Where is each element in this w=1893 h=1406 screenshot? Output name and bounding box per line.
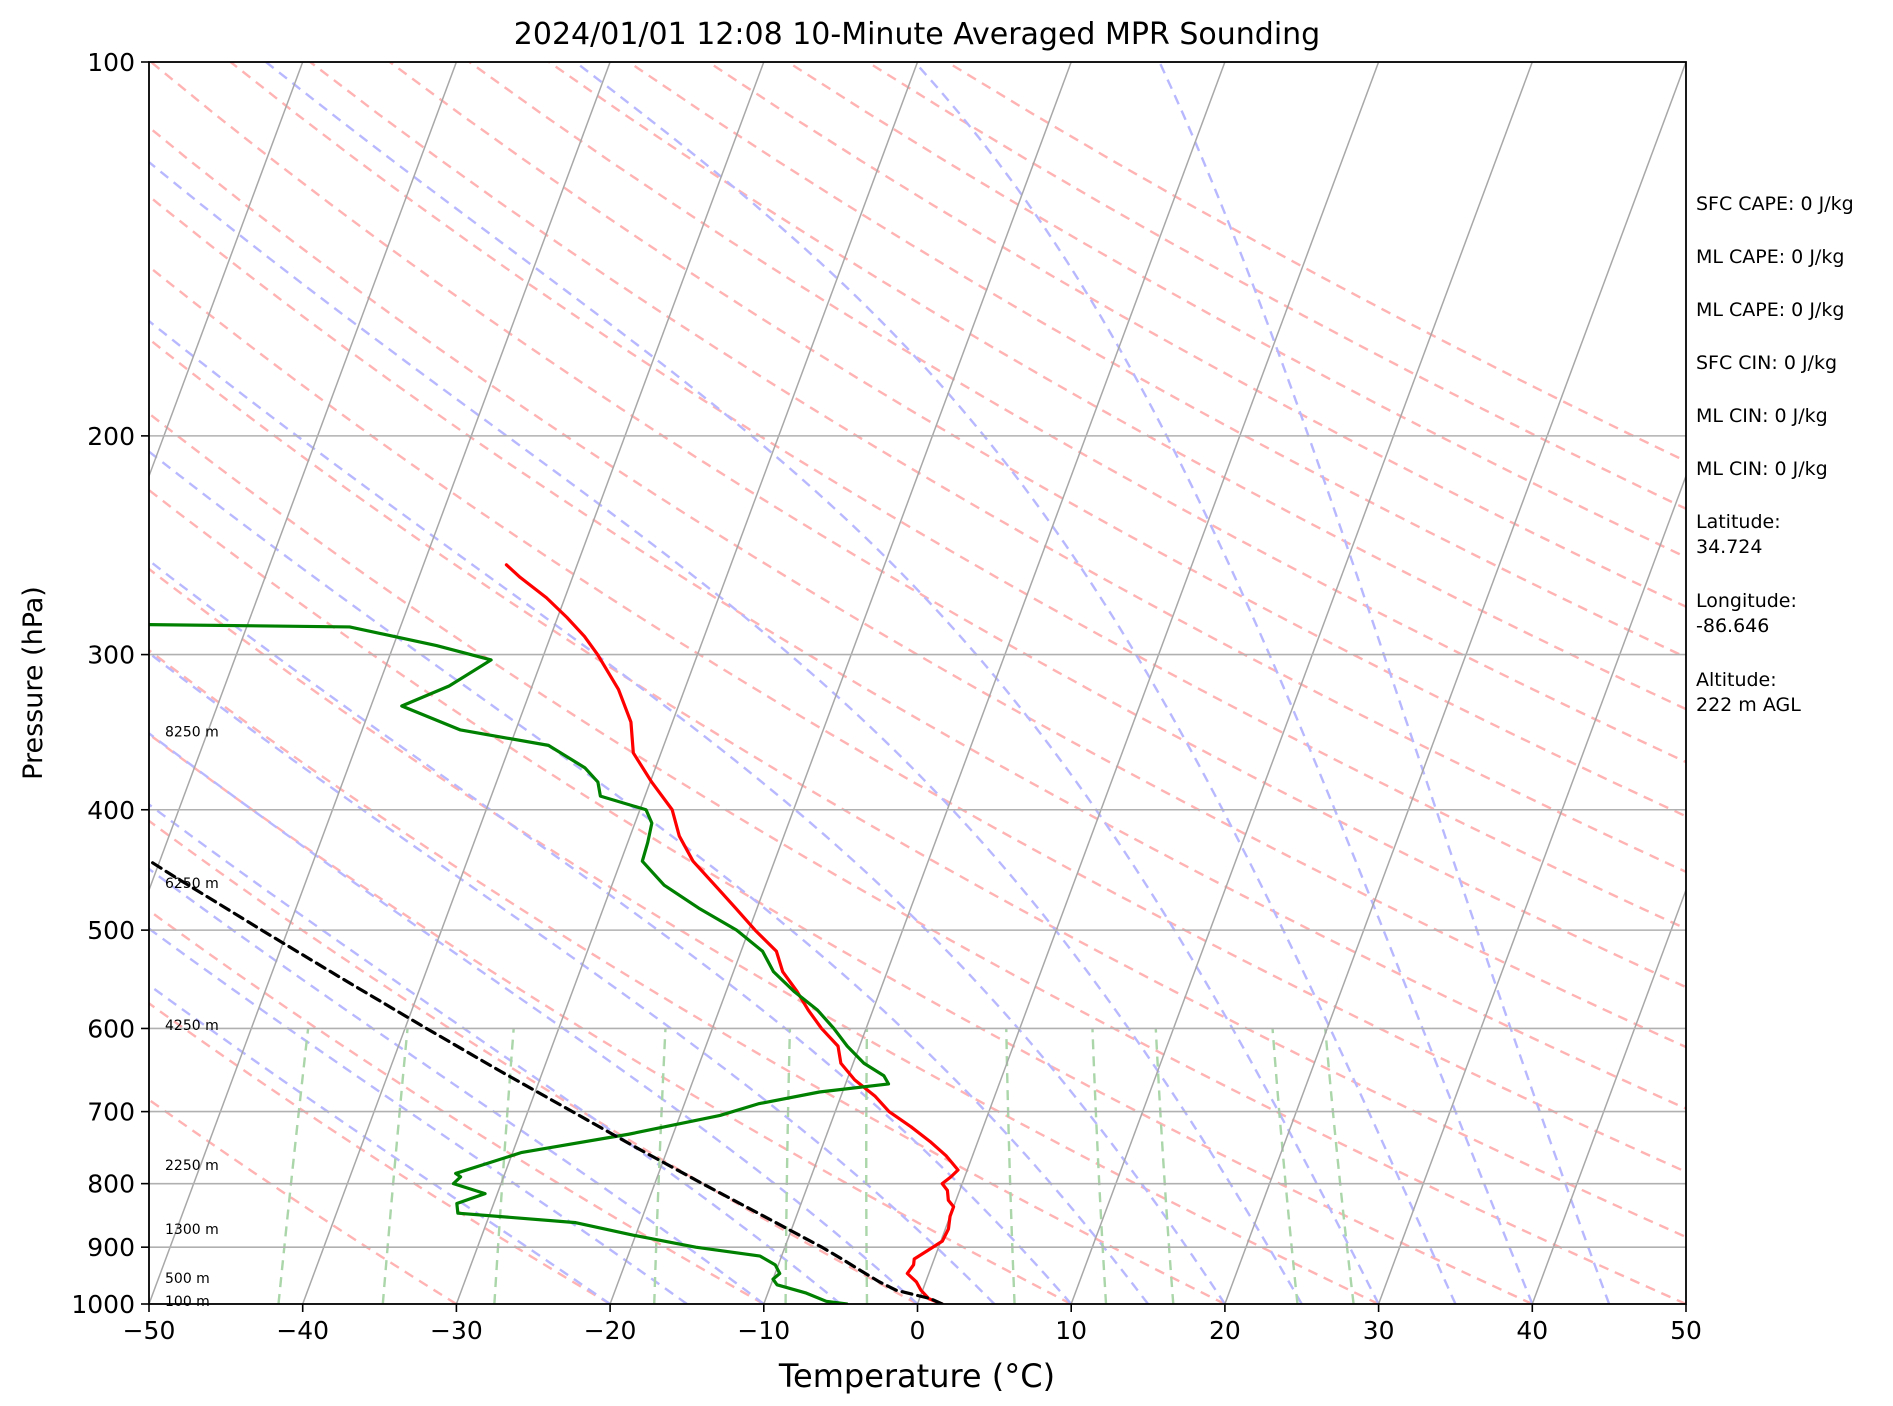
- parameter-text: SFC CIN: 0 J/kg: [1696, 352, 1837, 374]
- y-tick-label: 1000: [71, 1290, 135, 1319]
- dry-adiabat-line: [149, 1098, 458, 1304]
- parameter-text: ML CAPE: 0 J/kg: [1696, 299, 1844, 321]
- moist-adiabat-line: [149, 927, 688, 1304]
- isotherm-line: [1377, 473, 1686, 1304]
- x-tick-label: 0: [910, 1316, 926, 1345]
- y-tick-label: 100: [87, 48, 135, 77]
- dry-adiabat-line: [149, 125, 1686, 1049]
- dry-adiabat-line: [149, 412, 1686, 1304]
- height-label: 100 m: [165, 1294, 210, 1310]
- x-tick-label: 50: [1670, 1316, 1702, 1345]
- height-label: 8250 m: [165, 725, 219, 741]
- moist-adiabat-line: [574, 62, 1457, 1304]
- height-label: 6250 m: [165, 876, 219, 892]
- x-tick-label: −50: [123, 1316, 176, 1345]
- isotherm-line: [455, 62, 919, 1304]
- dry-adiabat-line: [548, 62, 1686, 711]
- moist-adiabat-line: [149, 731, 919, 1304]
- y-axis-label: Pressure (hPa): [18, 586, 49, 780]
- isotherm-line: [149, 62, 611, 1304]
- moist-adiabat-line: [913, 62, 1534, 1304]
- isotherm-line: [609, 62, 1072, 1304]
- isotherm-line: [149, 62, 304, 479]
- x-tick-label: −40: [276, 1316, 329, 1345]
- isotherm-line: [763, 62, 1226, 1304]
- moist-adiabat-line: [1158, 62, 1611, 1304]
- moist-adiabat-line: [149, 803, 842, 1304]
- x-tick-label: 10: [1055, 1316, 1087, 1345]
- parameter-text: SFC CAPE: 0 J/kg: [1696, 193, 1854, 215]
- x-tick-label: −30: [430, 1316, 483, 1345]
- y-tick-label: 700: [87, 1098, 135, 1127]
- moist-adiabat-line: [265, 62, 1380, 1304]
- height-label: 500 m: [165, 1271, 210, 1287]
- dry-adiabat-line: [149, 488, 1533, 1304]
- y-tick-label: 300: [87, 641, 135, 670]
- dry-adiabat-line: [389, 62, 1686, 818]
- moist-adiabat-line: [149, 450, 1150, 1304]
- parameter-text: ML CIN: 0 J/kg: [1696, 405, 1828, 427]
- moist-adiabat-line: [149, 160, 1303, 1304]
- dry-adiabat-line: [149, 909, 765, 1304]
- y-tick-label: 600: [87, 1014, 135, 1043]
- sounding-profiles: [149, 563, 960, 1304]
- height-label: 4250 m: [165, 1018, 219, 1034]
- dry-adiabat-line: [149, 194, 1686, 1110]
- height-label: 2250 m: [165, 1158, 219, 1174]
- parameter-text: -86.646: [1696, 615, 1769, 637]
- dry-adiabat-line: [149, 648, 1226, 1304]
- dewpoint-profile-line: [149, 623, 891, 1304]
- dry-adiabat-line: [149, 337, 1686, 1239]
- isotherm-line: [1224, 62, 1686, 1304]
- parameter-text: ML CIN: 0 J/kg: [1696, 458, 1828, 480]
- x-tick-label: 30: [1363, 1316, 1395, 1345]
- x-axis-label: Temperature (°C): [778, 1357, 1055, 1395]
- y-axis-ticks: 100 200 300 400 500 600 700 800 900 1000: [71, 48, 149, 1319]
- parcel-profile-line: [149, 858, 944, 1304]
- parameter-text: Altitude:: [1696, 669, 1777, 691]
- parameter-text: 34.724: [1696, 536, 1762, 558]
- dry-adiabat-line: [309, 62, 1686, 874]
- y-tick-label: 400: [87, 796, 135, 825]
- y-tick-label: 900: [87, 1233, 135, 1262]
- dry-adiabat-line: [627, 62, 1686, 659]
- isotherm-line: [301, 62, 765, 1304]
- x-tick-label: −10: [737, 1316, 790, 1345]
- parameter-text: 222 m AGL: [1696, 694, 1801, 716]
- dry-adiabat-line: [149, 732, 1072, 1304]
- y-tick-label: 200: [87, 422, 135, 451]
- isotherm-line: [916, 62, 1380, 1304]
- x-tick-label: 20: [1209, 1316, 1241, 1345]
- x-axis-ticks: −50 −40 −30 −20 −10 0 10 20 30 40 50: [123, 1304, 1702, 1345]
- x-tick-label: 40: [1516, 1316, 1548, 1345]
- moist-adiabat-line: [149, 651, 996, 1304]
- sounding-parameters-panel: SFC CAPE: 0 J/kg ML CAPE: 0 J/kg ML CAPE: …: [1696, 193, 1854, 716]
- isotherm-line: [1531, 887, 1686, 1304]
- y-tick-label: 800: [87, 1170, 135, 1199]
- moist-adiabat-line: [149, 319, 1226, 1304]
- isotherm-line: [149, 62, 458, 893]
- parameter-text: Longitude:: [1696, 590, 1797, 612]
- parameter-text: Latitude:: [1696, 511, 1781, 533]
- x-tick-label: −20: [584, 1316, 637, 1345]
- temperature-profile-line: [504, 563, 960, 1304]
- y-tick-label: 500: [87, 916, 135, 945]
- parameter-text: ML CAPE: 0 J/kg: [1696, 246, 1844, 268]
- pressure-grid: [149, 62, 1686, 1304]
- height-label: 1300 m: [165, 1222, 219, 1238]
- chart-title: 2024/01/01 12:08 10-Minute Averaged MPR …: [514, 17, 1320, 52]
- height-labels: 8250 m 6250 m 4250 m 2250 m 1300 m 500 m 100 m: [165, 725, 219, 1310]
- isotherm-line: [1070, 62, 1534, 1304]
